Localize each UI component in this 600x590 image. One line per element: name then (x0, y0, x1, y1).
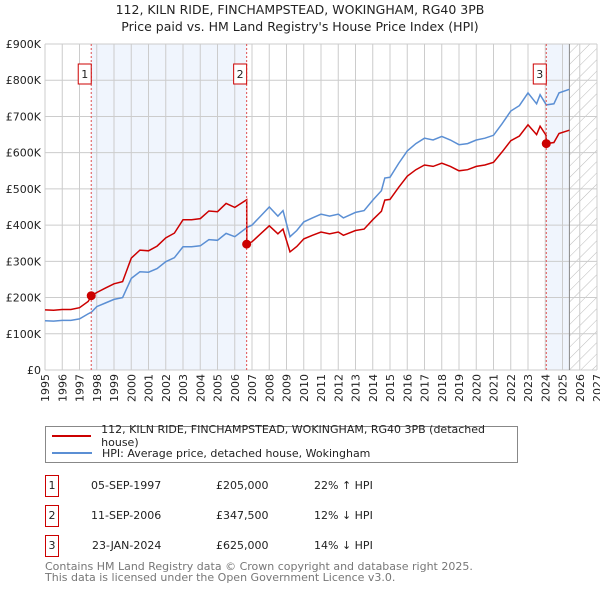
forecast-hatch (569, 44, 597, 370)
sale-date: 05-SEP-1997 (91, 479, 162, 492)
legend-item-price: 112, KILN RIDE, FINCHAMPSTEAD, WOKINGHAM… (46, 423, 517, 449)
legend-label: HPI: Average price, detached house, Woki… (102, 446, 371, 460)
sale-date: 23-JAN-2024 (92, 539, 162, 552)
sale-point (541, 139, 551, 149)
x-tick-label: 2021 (488, 374, 501, 402)
x-tick-label: 2005 (212, 374, 225, 402)
x-tick-label: 2024 (539, 374, 552, 402)
x-tick-label: 2019 (453, 374, 466, 402)
y-tick-label: £300K (6, 255, 42, 268)
x-tick-label: 2002 (160, 374, 173, 402)
sale-badge: 3 (45, 535, 59, 557)
sale-price: £625,000 (216, 539, 269, 552)
sale-price: £347,500 (216, 509, 269, 522)
legend: 112, KILN RIDE, FINCHAMPSTEAD, WOKINGHAM… (45, 423, 518, 463)
price-chart: 1995 1996 1997 1998 1999 2000 2001 2002 2003 2004… (6, 38, 600, 402)
sale-badge: 1 (45, 475, 59, 497)
sale-label: 3 (536, 68, 543, 81)
sale-label: 1 (81, 68, 88, 81)
y-tick-label: £600K (6, 147, 42, 160)
footer-licence: This data is licensed under the Open Gov… (45, 571, 396, 584)
x-tick-label: 2008 (263, 374, 276, 402)
x-tick-label: 1995 (39, 374, 52, 402)
sale-point (242, 239, 252, 249)
x-tick-label: 1997 (74, 374, 87, 402)
sale-point (86, 291, 96, 301)
y-tick-label: £500K (6, 183, 42, 196)
sale-label-box (77, 63, 92, 85)
x-tick-label: 2026 (574, 374, 587, 402)
x-tick-label: 2010 (298, 374, 311, 402)
x-tick-label: 2020 (470, 374, 483, 402)
x-tick-label: 2012 (332, 374, 345, 402)
x-tick-label: 2017 (419, 374, 432, 402)
x-tick-label: 2022 (505, 374, 518, 402)
footer-copyright: Contains HM Land Registry data © Crown c… (45, 560, 473, 573)
y-tick-label: £900K (6, 38, 42, 51)
legend-label: 112, KILN RIDE, FINCHAMPSTEAD, WOKINGHAM… (101, 423, 486, 449)
x-tick-label: 2027 (591, 374, 600, 402)
sale-label-box (233, 63, 248, 85)
sale-date: 11-SEP-2006 (91, 509, 162, 522)
y-tick-label: £700K (6, 110, 42, 123)
x-tick-label: 2001 (143, 374, 156, 402)
x-tick-label: 1996 (56, 374, 69, 402)
sale-label-box (532, 63, 547, 85)
sale-label: 2 (237, 68, 244, 81)
legend-swatch-red (52, 435, 92, 437)
chart-title: 112, KILN RIDE, FINCHAMPSTEAD, WOKINGHAM… (115, 2, 485, 17)
legend-item-hpi: HPI: Average price, detached house, Woki… (46, 445, 370, 461)
shaded-ownership-period (546, 44, 570, 370)
x-tick-label: 2007 (246, 374, 259, 402)
x-tick-label: 2013 (350, 374, 363, 402)
chart-subtitle: Price paid vs. HM Land Registry's House … (121, 19, 479, 34)
y-tick-label: £400K (6, 219, 42, 232)
sale-price: £205,000 (216, 479, 269, 492)
x-tick-label: 2004 (194, 374, 207, 402)
y-tick-label: £100K (6, 328, 42, 341)
sale-badge: 2 (45, 505, 59, 527)
x-tick-label: 2011 (315, 374, 328, 402)
y-tick-label: £0 (27, 364, 41, 377)
x-tick-label: 1998 (91, 374, 104, 402)
sale-hpi-diff: 12% ↓ HPI (314, 509, 373, 522)
x-tick-label: 2025 (557, 374, 570, 402)
legend-swatch-blue (52, 452, 92, 454)
x-tick-label: 2015 (384, 374, 397, 402)
shaded-ownership-period (91, 44, 247, 370)
x-tick-label: 2003 (177, 374, 190, 402)
sale-hpi-diff: 14% ↓ HPI (314, 539, 373, 552)
x-tick-label: 2009 (281, 374, 294, 402)
hpi-line (44, 88, 570, 322)
x-tick-label: 1999 (108, 374, 121, 402)
x-tick-label: 2000 (125, 374, 138, 402)
x-tick-label: 2016 (401, 374, 414, 402)
y-tick-label: £800K (6, 74, 42, 87)
x-tick-label: 2014 (367, 374, 380, 402)
price-paid-line (44, 123, 570, 311)
x-tick-label: 2018 (436, 374, 449, 402)
x-tick-label: 2006 (229, 374, 242, 402)
sale-hpi-diff: 22% ↑ HPI (314, 479, 373, 492)
y-tick-label: £200K (6, 292, 42, 305)
x-tick-label: 2023 (522, 374, 535, 402)
